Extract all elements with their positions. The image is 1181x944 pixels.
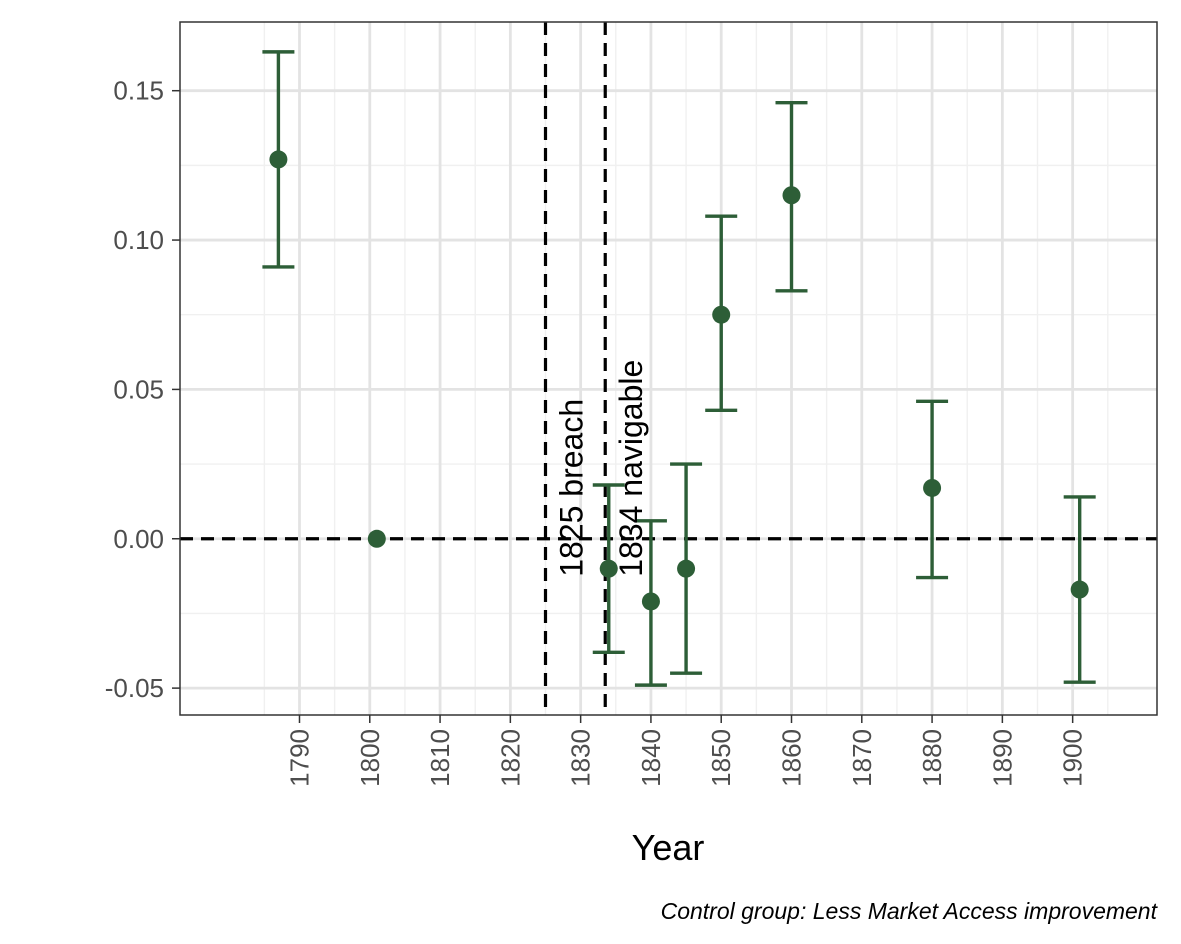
x-tick-label: 1840 [636,729,666,787]
event-label: 1825 breach [553,399,589,577]
data-point [782,186,801,205]
data-point [269,150,288,169]
y-tick-label: 0.05 [113,374,164,404]
data-point [1070,580,1089,599]
y-tick-label: 0.10 [113,225,164,255]
x-tick-label: 1790 [284,729,314,787]
x-tick-label: 1830 [566,729,596,787]
y-tick-label: -0.05 [105,673,164,703]
minor-gridlines [180,22,1157,715]
x-axis: 1790 1800 1810 1820 1830 1840 1850 1860 1870 1880… [284,715,1088,787]
x-tick-label: 1880 [917,729,947,787]
data-point [923,478,942,497]
x-tick-label: 1800 [355,729,385,787]
data-point [712,305,731,324]
data-points [269,150,1089,611]
chart-caption: Control group: Less Market Access improv… [661,898,1159,924]
x-tick-label: 1810 [425,729,455,787]
x-tick-label: 1860 [777,729,807,787]
event-lines [543,22,607,715]
plot-panel-border [179,21,1158,716]
x-axis-title: Year [632,827,705,868]
x-tick-label: 1850 [706,729,736,787]
data-point [677,559,696,578]
x-tick-label: 1820 [495,729,525,787]
x-tick-label: 1890 [987,729,1017,787]
data-point [641,592,660,611]
y-tick-label: 0.15 [113,76,164,106]
y-axis: -0.05 0.00 0.05 0.10 0.15 [105,76,180,703]
y-tick-label: 0.00 [113,524,164,554]
data-point [599,559,618,578]
x-tick-label: 1870 [847,729,877,787]
event-label: 1834 navigable [613,360,649,577]
plot-panel-background [180,22,1157,715]
x-tick-label: 1900 [1058,729,1088,787]
event-labels: 1825 breach 1834 navigable [553,360,649,577]
data-point [367,529,386,548]
